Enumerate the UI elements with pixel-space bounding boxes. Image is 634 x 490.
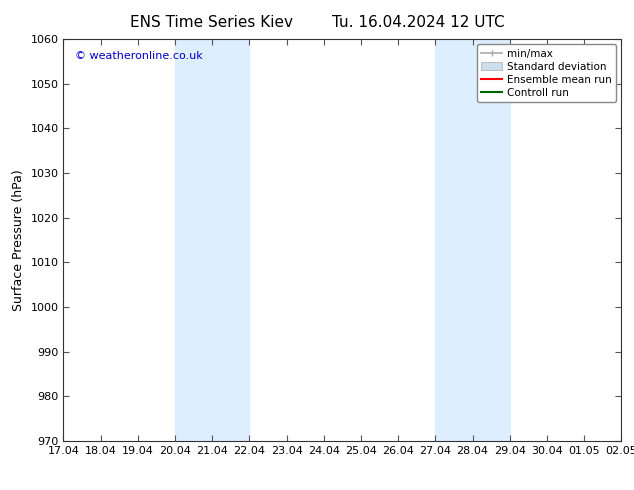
Bar bbox=[175, 39, 249, 441]
Y-axis label: Surface Pressure (hPa): Surface Pressure (hPa) bbox=[12, 169, 25, 311]
Bar bbox=[436, 39, 510, 441]
Legend: min/max, Standard deviation, Ensemble mean run, Controll run: min/max, Standard deviation, Ensemble me… bbox=[477, 45, 616, 102]
Text: © weatheronline.co.uk: © weatheronline.co.uk bbox=[75, 51, 202, 61]
Text: ENS Time Series Kiev        Tu. 16.04.2024 12 UTC: ENS Time Series Kiev Tu. 16.04.2024 12 U… bbox=[130, 15, 504, 30]
